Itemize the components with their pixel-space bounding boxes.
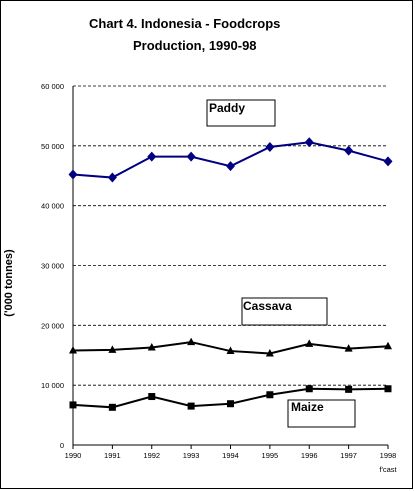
point-paddy-1994 [226, 161, 235, 172]
point-cassava-1993 [187, 337, 196, 346]
point-paddy-1997 [344, 145, 354, 156]
x-tick-label-1990: 1990 [65, 451, 82, 460]
y-tick-label-50000: 50 000 [41, 142, 64, 151]
point-maize-1992 [148, 393, 156, 401]
x-tick-label-1996: 1996 [301, 451, 318, 460]
point-maize-1994 [227, 400, 234, 408]
x-tick-label-1995: 1995 [262, 451, 279, 460]
series-label-cassava: Cassava [243, 299, 292, 313]
point-maize-1991 [108, 403, 116, 411]
point-maize-1997 [345, 385, 353, 393]
y-tick-label-10000: 10 000 [41, 381, 64, 390]
x-note-forecast: f'cast [379, 465, 397, 474]
y-tick-label-20000: 20 000 [41, 321, 64, 330]
series-label-maize: Maize [291, 400, 324, 414]
point-maize-1993 [187, 402, 195, 410]
x-tick-label-1998: 1998 [380, 451, 397, 460]
point-maize-1996 [305, 385, 313, 393]
point-maize-1998 [384, 385, 392, 393]
point-paddy-1995 [265, 142, 275, 153]
series-label-box-maize [287, 399, 356, 428]
series-label-box-paddy [206, 99, 276, 127]
point-cassava-1994 [226, 346, 235, 355]
x-tick-label-1997: 1997 [340, 451, 357, 460]
y-axis-label: ('000 tonnes) [3, 249, 15, 317]
point-cassava-1995 [265, 348, 274, 357]
point-maize-1995 [266, 391, 274, 399]
x-tick-label-1991: 1991 [104, 451, 121, 460]
point-cassava-1992 [147, 342, 156, 351]
chart-title-line2: Production, 1990-98 [133, 38, 257, 53]
point-cassava-1997 [344, 344, 353, 352]
x-tick-label-1994: 1994 [222, 451, 239, 460]
y-tick-label-60000: 60 000 [41, 82, 64, 91]
point-paddy-1991 [107, 172, 117, 183]
series-label-paddy: Paddy [209, 101, 245, 115]
point-paddy-1990 [68, 169, 78, 180]
y-tick-label-40000: 40 000 [41, 202, 64, 211]
series-label-box-cassava [241, 297, 328, 326]
point-maize-1990 [69, 401, 77, 409]
point-paddy-1992 [147, 151, 157, 162]
y-tick-label-30000: 30 000 [41, 262, 64, 271]
x-tick-label-1992: 1992 [143, 451, 160, 460]
point-cassava-1991 [108, 345, 117, 353]
y-tick-label-0: 0 [60, 441, 64, 450]
chart-title-line1: Chart 4. Indonesia - Foodcrops [89, 16, 281, 31]
point-paddy-1993 [186, 151, 196, 162]
point-paddy-1998 [383, 156, 393, 167]
series-line-paddy [72, 141, 389, 179]
point-cassava-1990 [69, 345, 77, 354]
point-cassava-1996 [305, 339, 314, 347]
point-paddy-1996 [304, 137, 314, 148]
x-tick-label-1993: 1993 [183, 451, 200, 460]
point-cassava-1998 [384, 341, 392, 350]
